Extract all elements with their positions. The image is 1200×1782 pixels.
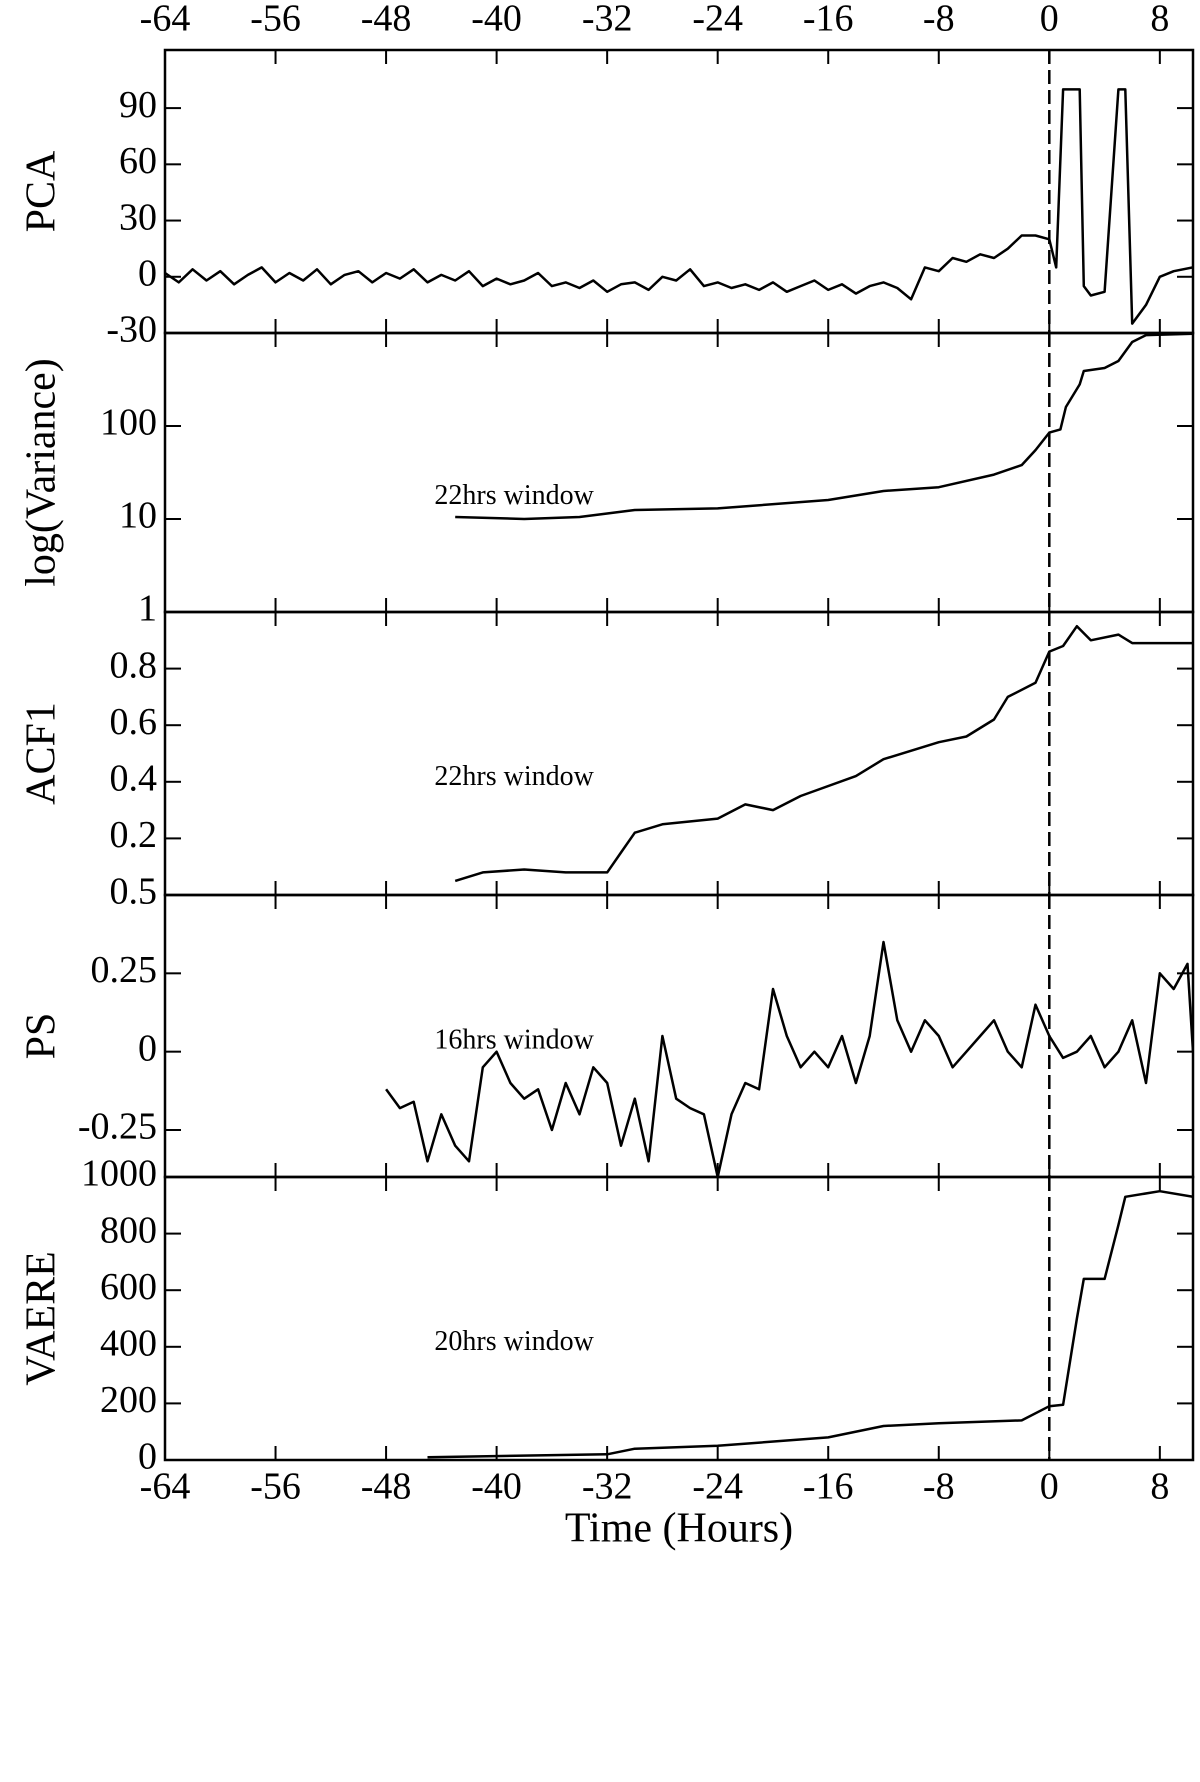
panel-frame	[163, 893, 1195, 1179]
y-axis-label: VAERE	[19, 1251, 65, 1386]
y-tick-label: -0.25	[78, 1106, 157, 1148]
y-tick-label: 0.6	[110, 701, 158, 743]
y-tick-label: 0.8	[110, 644, 158, 686]
y-tick-label: 10	[119, 495, 157, 537]
annotation: 16hrs window	[434, 1025, 594, 1056]
y-axis-label: PCA	[19, 150, 65, 232]
y-tick-label: 30	[119, 196, 157, 238]
y-tick-label: 0	[138, 1027, 157, 1069]
x-tick-label: -16	[803, 1466, 854, 1508]
x-tick-label: -64	[140, 0, 191, 40]
y-tick-label: 0.4	[110, 758, 158, 800]
y-axis-label: log(Variance)	[19, 358, 65, 587]
y-tick-label: -30	[106, 309, 157, 351]
panel-frame	[163, 48, 1195, 335]
y-tick-label: 800	[100, 1209, 157, 1251]
y-tick-label: 0.25	[91, 949, 158, 991]
data-line	[455, 333, 1193, 521]
x-tick-label: -8	[923, 0, 955, 40]
y-tick-label: 1000	[81, 1153, 157, 1195]
x-tick-label: -16	[803, 0, 854, 40]
x-tick-label: 0	[1040, 0, 1059, 40]
x-tick-label: -24	[692, 0, 743, 40]
data-line	[427, 1189, 1193, 1459]
x-tick-label: -32	[582, 0, 633, 40]
x-tick-label: 8	[1150, 0, 1169, 40]
x-tick-label: -8	[923, 1466, 955, 1508]
annotation: 22hrs window	[434, 480, 594, 511]
x-tick-label: -56	[250, 0, 301, 40]
x-tick-label: -48	[361, 0, 412, 40]
annotation: 20hrs window	[434, 1326, 594, 1357]
x-tick-label: -48	[361, 1466, 412, 1508]
x-tick-label: -40	[471, 0, 522, 40]
panel-frame	[163, 610, 1195, 897]
y-tick-label: 0.2	[110, 814, 158, 856]
y-tick-label: 600	[100, 1266, 157, 1308]
y-tick-label: 0	[138, 1436, 157, 1478]
y-tick-label: 90	[119, 84, 157, 126]
data-line	[165, 88, 1193, 325]
data-line	[454, 624, 1193, 883]
x-tick-label: 0	[1040, 1466, 1059, 1508]
x-tick-label: -40	[471, 1466, 522, 1508]
y-tick-label: 100	[100, 402, 157, 444]
x-tick-label: -24	[692, 1466, 743, 1508]
y-tick-label: 400	[100, 1323, 157, 1365]
y-axis-label: ACF1	[19, 702, 65, 805]
y-tick-label: 60	[119, 140, 157, 182]
panel-frame	[163, 331, 1195, 614]
x-tick-label: 8	[1150, 1466, 1169, 1508]
x-axis-label: Time (Hours)	[565, 1506, 793, 1552]
panel-frame	[163, 1175, 1195, 1462]
annotation: 22hrs window	[434, 761, 594, 792]
y-tick-label: 200	[100, 1379, 157, 1421]
y-tick-label: 0.5	[110, 871, 158, 913]
x-tick-label: -64	[140, 1466, 191, 1508]
x-tick-label: -32	[582, 1466, 633, 1508]
data-line	[385, 940, 1193, 1177]
y-tick-label: 1	[138, 588, 157, 630]
x-tick-label: -56	[250, 1466, 301, 1508]
y-tick-label: 0	[138, 252, 157, 294]
y-axis-label: PS	[19, 1013, 65, 1060]
